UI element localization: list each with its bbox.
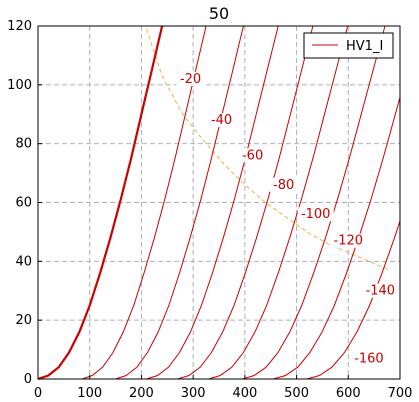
y-axis: 0 20 40 60 80 100 120 (7, 19, 42, 387)
curve-label: -160 (354, 351, 384, 366)
curve-label: -40 (211, 113, 232, 128)
grid-curve (38, 25, 386, 380)
x-tick-label: 300 (181, 386, 206, 401)
grid-curve (38, 25, 244, 380)
grid-curve (38, 97, 401, 380)
main-series (37, 25, 164, 381)
y-tick-label: 20 (15, 313, 32, 328)
curve-label: -60 (242, 148, 263, 163)
grid (38, 26, 400, 379)
curve-label-bg (176, 71, 205, 86)
grid-curve (38, 25, 349, 380)
x-tick-label: 500 (284, 386, 309, 401)
x-tick-label: 200 (129, 386, 154, 401)
curve-label-bg (269, 177, 298, 192)
curve-labels: -20 -40 -60 -80 -100-120 -140 -160 (176, 71, 399, 366)
grid-curve (38, 25, 279, 380)
curve-label-bg (207, 113, 236, 128)
x-tick-label: 400 (232, 386, 257, 401)
chart-title: 50 (209, 4, 229, 23)
x-tick-label: 600 (336, 386, 361, 401)
legend-entry: HV1_I (346, 39, 383, 54)
curve-label: -20 (180, 72, 201, 87)
grid-curve (38, 220, 401, 380)
envelope-line (146, 28, 390, 271)
curve-label: -120 (334, 234, 364, 249)
curve-label-bg (350, 351, 387, 366)
y-tick-label: 120 (7, 19, 32, 34)
legend: HV1_I (303, 32, 394, 59)
curve-label: -140 (366, 284, 396, 299)
x-tick-label: 0 (34, 386, 42, 401)
x-tick-label: 700 (388, 386, 413, 401)
y-tick-label: 60 (15, 196, 32, 211)
x-axis: 0 100 200 300 400 500 600 700 (34, 375, 413, 401)
envelope-curve (146, 28, 390, 271)
curve-label-bg (362, 283, 399, 298)
curve-label-bg (330, 233, 367, 248)
curve-label-bg (238, 148, 267, 163)
main-series-line (37, 25, 164, 381)
grid-curve (38, 25, 314, 380)
y-tick-label: 80 (15, 137, 32, 152)
curve-label-bg (297, 207, 334, 222)
grid-curve (38, 25, 207, 380)
y-tick-label: 0 (24, 372, 32, 387)
curve-label: -80 (273, 178, 294, 193)
y-tick-label: 100 (7, 78, 32, 93)
x-tick-label: 100 (77, 386, 102, 401)
curve-label: -100 (301, 207, 331, 222)
y-tick-label: 40 (15, 254, 32, 269)
